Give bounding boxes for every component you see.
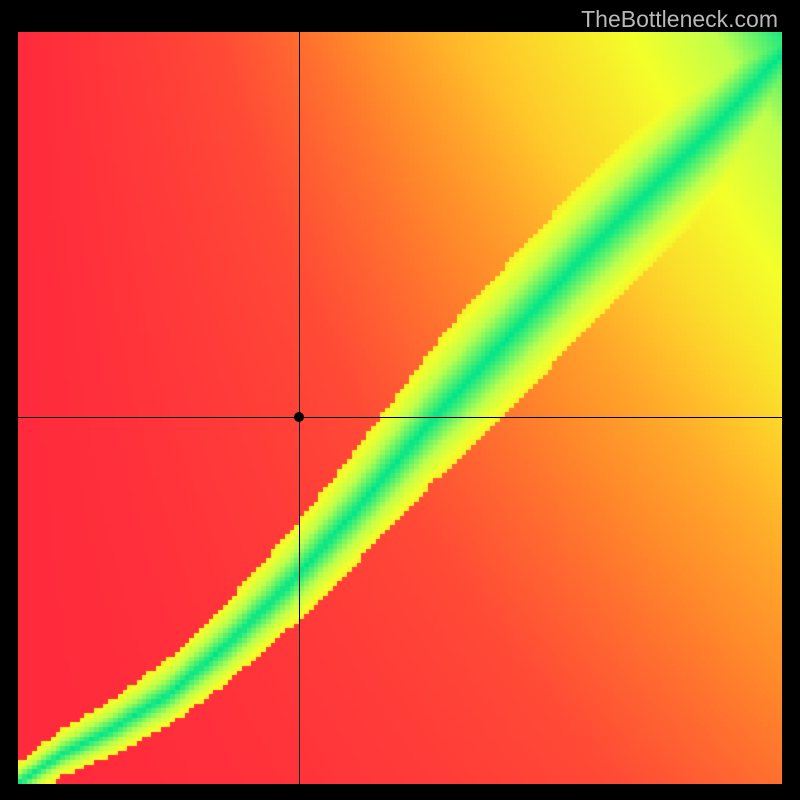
chart-wrapper: TheBottleneck.com [0, 0, 800, 800]
heatmap-chart[interactable] [18, 32, 782, 784]
heatmap-canvas [18, 32, 782, 784]
watermark-text: TheBottleneck.com [581, 6, 778, 33]
